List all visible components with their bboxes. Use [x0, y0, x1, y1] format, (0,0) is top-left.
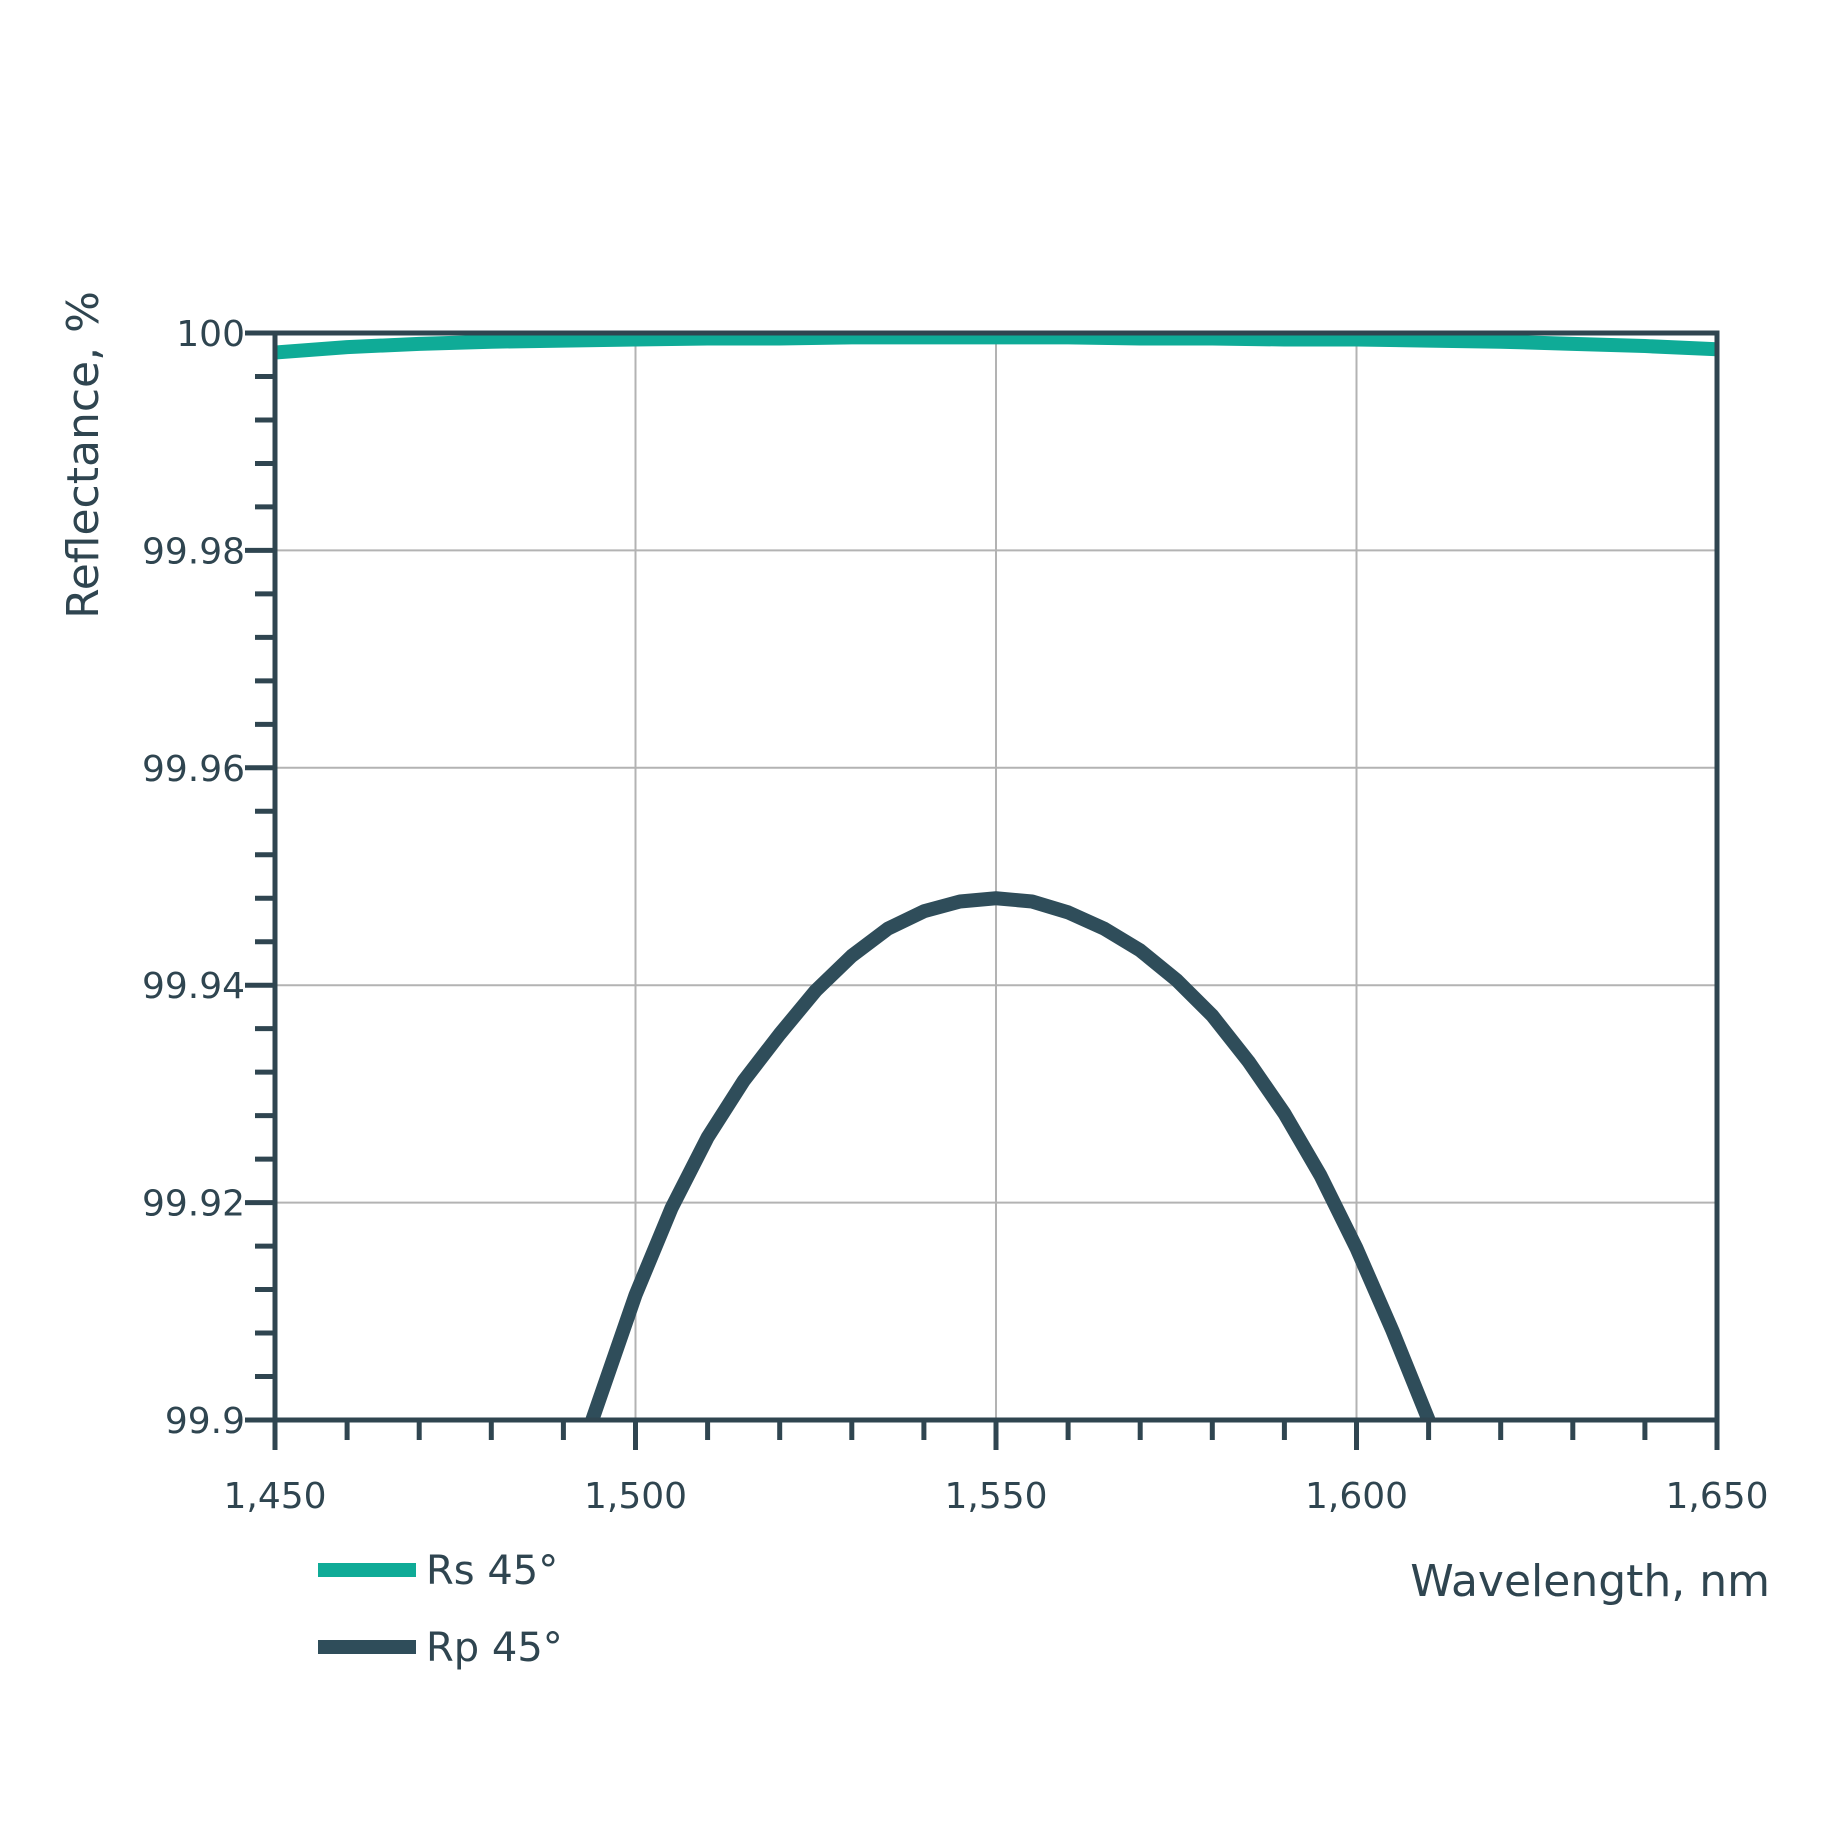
x-axis-title: Wavelength, nm: [1410, 1556, 1770, 1607]
tick-labels: 1,450 1,500 1,550 1,600 1,650 99.9 99.92 99.94 9…: [142, 314, 1769, 1517]
x-tick-label: 1,600: [1305, 1476, 1408, 1517]
legend-label-rp: Rp 45°: [426, 1625, 563, 1671]
x-tick-label: 1,450: [223, 1476, 326, 1517]
plot-frame: [272, 330, 1720, 1423]
legend: Rs 45° Rp 45°: [318, 1548, 563, 1671]
y-tick-label: 100: [176, 314, 245, 355]
series-line-rp: [585, 891, 1436, 1420]
x-tick-label: 1,550: [944, 1476, 1047, 1517]
series-line-rs: [275, 333, 1717, 360]
grid-lines: [275, 333, 1717, 1420]
y-tick-label: 99.96: [142, 749, 245, 790]
y-axis-title: Reflectance, %: [58, 291, 109, 619]
x-tick-label: 1,500: [584, 1476, 687, 1517]
y-tick-label: 99.98: [142, 531, 245, 572]
legend-label-rs: Rs 45°: [426, 1548, 558, 1594]
x-tick-label: 1,650: [1665, 1476, 1768, 1517]
y-tick-label: 99.94: [142, 966, 245, 1007]
series-lines: [275, 333, 1717, 1420]
minor-ticks: [245, 330, 1720, 1450]
y-tick-label: 99.9: [165, 1401, 245, 1442]
y-tick-label: 99.92: [142, 1184, 245, 1225]
